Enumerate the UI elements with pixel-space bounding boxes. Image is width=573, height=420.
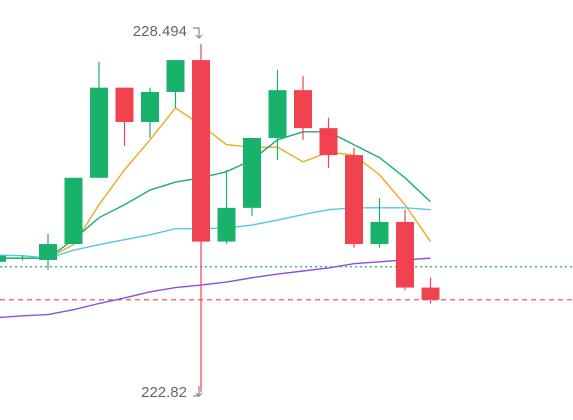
plot-area xyxy=(0,43,573,392)
candle-body xyxy=(319,128,338,156)
candle-body xyxy=(268,90,287,138)
moving-average-line xyxy=(0,257,431,319)
low-arrow xyxy=(193,386,203,397)
candle-body xyxy=(0,255,6,262)
candle-body xyxy=(90,87,108,178)
candle-body xyxy=(421,287,440,300)
high-arrow xyxy=(193,27,203,39)
high-label: 228.494 xyxy=(133,23,187,40)
candle-body xyxy=(115,87,134,123)
candle-body xyxy=(345,155,363,245)
candle-body xyxy=(217,207,236,242)
candle-body xyxy=(370,221,389,245)
candle-body xyxy=(294,90,312,129)
low-label: 222.82 xyxy=(141,384,187,401)
candle-body xyxy=(64,177,83,245)
candle-body xyxy=(243,137,261,208)
candle-body xyxy=(396,221,414,288)
candle-body xyxy=(39,244,57,260)
moving-average-line xyxy=(47,106,432,259)
candle-body xyxy=(192,60,210,242)
candle-body xyxy=(13,257,32,259)
candle-body xyxy=(141,91,159,123)
candle-body xyxy=(166,60,185,92)
